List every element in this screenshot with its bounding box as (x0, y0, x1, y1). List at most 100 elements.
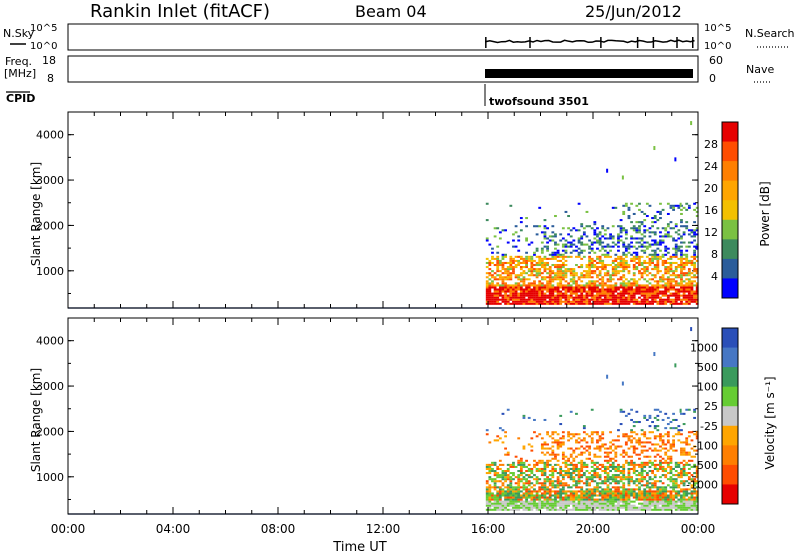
data-cell (685, 474, 689, 477)
data-cell (621, 381, 624, 386)
data-cell (569, 492, 573, 495)
data-cell (572, 490, 576, 493)
freq-tick-top: 18 (42, 54, 56, 67)
data-cell (519, 229, 523, 232)
data-cell (666, 300, 670, 303)
data-cell (596, 300, 599, 303)
data-cell (656, 494, 660, 497)
data-cell (638, 288, 641, 291)
data-cell (546, 480, 549, 483)
cpid-value: twofsound 3501 (489, 95, 589, 108)
data-cell (619, 445, 623, 448)
data-cell (669, 294, 673, 297)
data-cell (651, 500, 654, 503)
data-cell (653, 494, 657, 497)
data-cell (677, 433, 681, 436)
data-cell (640, 465, 644, 468)
data-cell (619, 469, 623, 473)
data-cell (632, 508, 636, 511)
data-cell (643, 465, 647, 468)
data-cell (617, 508, 620, 511)
data-cell (624, 268, 628, 271)
data-cell (596, 292, 599, 295)
data-cell (551, 253, 555, 256)
data-cell (640, 494, 644, 497)
data-cell (485, 286, 489, 289)
data-cell (593, 223, 597, 226)
data-cell (548, 502, 552, 505)
data-cell (533, 465, 536, 468)
data-cell (590, 272, 594, 275)
data-cell (672, 504, 675, 507)
data-cell (556, 472, 560, 475)
data-cell (567, 496, 570, 499)
data-cell (540, 506, 544, 509)
data-cell (606, 300, 610, 303)
data-cell (690, 327, 693, 332)
data-cell (580, 451, 584, 454)
data-cell (645, 280, 649, 283)
data-cell (651, 221, 654, 224)
data-cell (680, 278, 683, 281)
data-cell (619, 255, 623, 258)
figure-title: Rankin Inlet (fitACF) (90, 1, 270, 22)
data-cell (556, 251, 560, 254)
data-cell (664, 290, 668, 293)
data-cell (661, 467, 665, 470)
data-cell (519, 266, 523, 269)
data-cell (564, 465, 568, 468)
data-cell (669, 478, 673, 481)
data-cell (632, 472, 636, 475)
data-cell (653, 443, 657, 446)
data-cell (564, 286, 568, 289)
data-cell (653, 467, 657, 470)
data-cell (682, 298, 686, 301)
data-cell (656, 292, 660, 295)
data-cell (651, 420, 654, 424)
data-cell (561, 476, 565, 479)
data-cell (527, 476, 531, 479)
data-cell (648, 302, 652, 305)
data-cell (580, 284, 584, 287)
data-cell (606, 502, 610, 505)
data-cell (559, 490, 563, 493)
data-cell (635, 282, 639, 285)
data-cell (609, 488, 612, 491)
data-cell (538, 272, 542, 275)
data-cell (519, 255, 523, 258)
data-cell (498, 292, 502, 295)
data-cell (501, 484, 505, 487)
data-cell (556, 490, 560, 493)
data-cell (606, 451, 610, 454)
data-cell (617, 257, 620, 260)
data-cell (596, 266, 599, 269)
data-cell (569, 251, 573, 254)
data-cell (680, 449, 683, 452)
data-cell (638, 286, 641, 289)
data-cell (632, 451, 636, 454)
data-cell (572, 451, 576, 454)
data-cell (509, 488, 513, 491)
data-cell (548, 504, 552, 507)
data-cell (538, 502, 542, 505)
data-cell (677, 247, 681, 250)
data-cell (575, 467, 578, 470)
data-cell (598, 435, 602, 438)
data-cell (559, 492, 563, 495)
data-cell (527, 296, 531, 299)
data-cell (661, 263, 665, 267)
data-cell (506, 490, 510, 493)
data-cell (543, 498, 547, 501)
data-cell (525, 474, 528, 477)
data-cell (614, 268, 618, 271)
data-cell (501, 490, 505, 493)
data-cell (493, 472, 497, 475)
data-cell (596, 455, 599, 458)
data-cell (577, 498, 581, 501)
data-cell (590, 241, 594, 244)
data-cell (614, 296, 618, 299)
data-cell (590, 488, 594, 491)
data-cell (496, 266, 500, 269)
data-cell (695, 302, 699, 305)
data-cell (506, 268, 510, 271)
